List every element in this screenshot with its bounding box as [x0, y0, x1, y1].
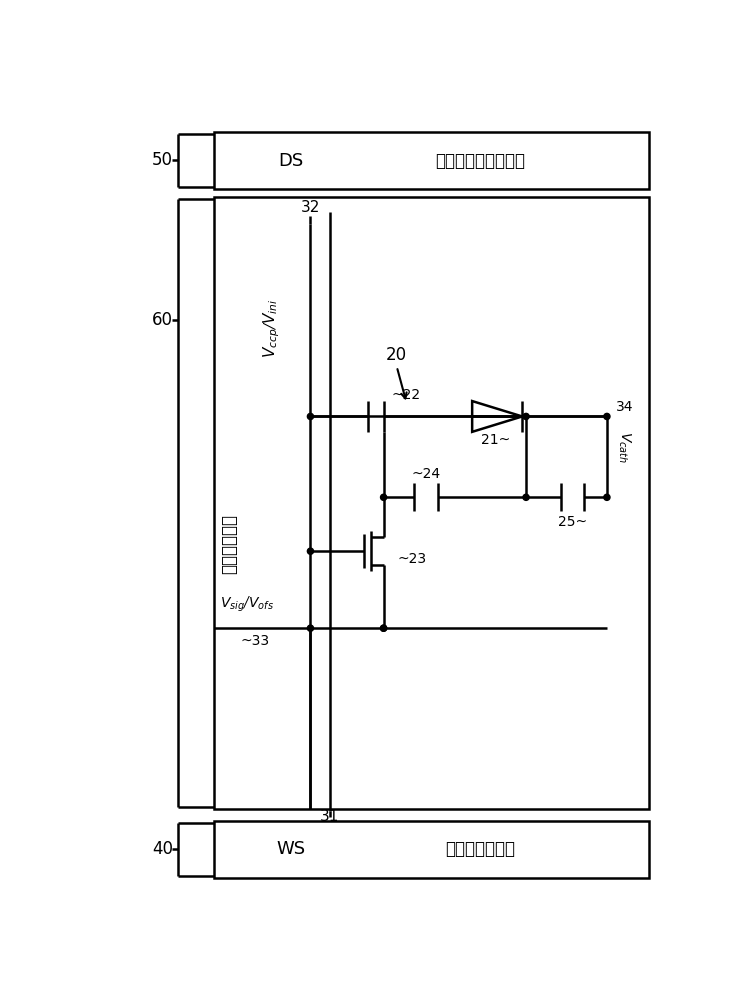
Circle shape [523, 413, 529, 420]
Text: 32: 32 [301, 200, 320, 215]
Text: ~24: ~24 [411, 467, 440, 481]
Circle shape [380, 494, 387, 500]
Text: 扫描信号线单元: 扫描信号线单元 [445, 840, 515, 858]
Circle shape [307, 413, 313, 420]
Bar [214, 132, 650, 189]
Text: WS: WS [277, 840, 306, 858]
Text: 20: 20 [386, 346, 407, 364]
Text: 34: 34 [616, 400, 634, 414]
Text: ~22: ~22 [391, 388, 420, 402]
Circle shape [380, 625, 387, 631]
Bar [214, 821, 650, 878]
Text: DS: DS [278, 152, 304, 170]
Bar [214, 197, 650, 809]
Text: 50: 50 [152, 151, 173, 169]
Text: $V_{cath}$: $V_{cath}$ [616, 431, 632, 463]
Circle shape [604, 494, 610, 500]
Text: $V_{sig}$/$V_{ofs}$: $V_{sig}$/$V_{ofs}$ [219, 595, 274, 614]
Text: 数据信号线驱动单元: 数据信号线驱动单元 [434, 152, 525, 170]
Text: 25~: 25~ [558, 515, 587, 529]
Text: $V_{ccp}$/$V_{ini}$: $V_{ccp}$/$V_{ini}$ [262, 298, 282, 358]
Circle shape [523, 494, 529, 500]
Text: ~23: ~23 [397, 552, 426, 566]
Text: ~33: ~33 [240, 634, 269, 648]
Circle shape [380, 625, 387, 631]
Text: 60: 60 [152, 311, 173, 329]
Text: 40: 40 [152, 840, 173, 858]
Circle shape [307, 548, 313, 554]
Circle shape [604, 413, 610, 420]
Text: 31: 31 [320, 809, 339, 824]
Text: 信号输出单元: 信号输出单元 [221, 514, 239, 574]
Text: 21~: 21~ [481, 433, 510, 447]
Circle shape [307, 625, 313, 631]
